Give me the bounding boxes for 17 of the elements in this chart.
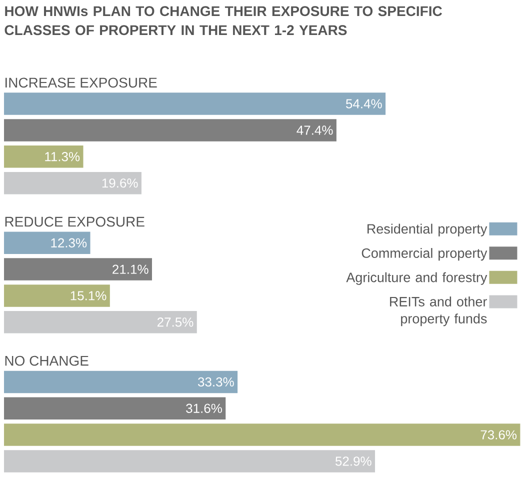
legend-label: Residential property: [368, 224, 488, 236]
data-label: 12.3%: [51, 238, 87, 248]
chart-title: HOW HNWIs PLAN TO CHANGE THEIR EXPOSURE TO SPECIFIC CLASSES OF PROPERTY IN THE NEXT 1-2 YEARS: [4, 6, 442, 36]
legend-label: Agriculture and forestry: [346, 272, 488, 285]
data-label: 11.3%: [45, 152, 80, 162]
data-label: 54.4%: [346, 99, 382, 108]
legend-label: Commercial property: [362, 248, 488, 261]
data-label: 21.1%: [112, 264, 148, 274]
data-label: 33.3%: [198, 377, 234, 387]
legend-label: REITs and other property funds: [390, 296, 487, 326]
data-label: 73.6%: [480, 430, 517, 440]
data-label: 15.1%: [70, 291, 106, 300]
data-label: 47.4%: [296, 126, 333, 135]
data-label: 31.6%: [186, 404, 222, 413]
y-tick-label: REDUCE EXPOSURE: [5, 216, 144, 227]
y-tick-label: NO CHANGE: [5, 356, 88, 366]
y-tick-label: INCREASE EXPOSURE: [6, 78, 157, 88]
